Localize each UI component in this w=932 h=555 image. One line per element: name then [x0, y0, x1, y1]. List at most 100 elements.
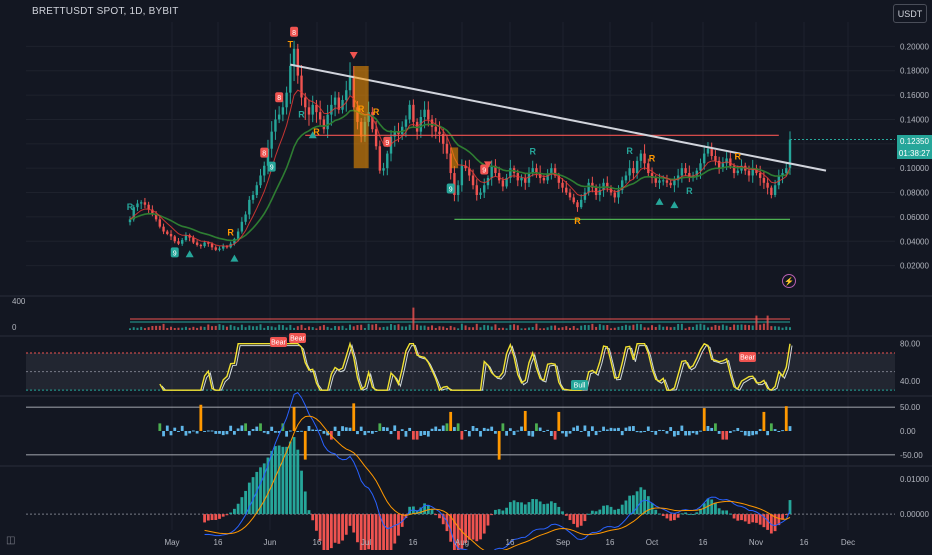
macd-histogram-bar: [669, 514, 673, 521]
volume-bar: [554, 325, 557, 330]
osc-bar: [370, 431, 374, 434]
volume-bar: [729, 326, 732, 330]
volume-bar: [759, 324, 762, 330]
candle-body: [251, 194, 255, 200]
volume-bar: [166, 327, 169, 330]
candle-body: [576, 202, 579, 208]
price-axis-label: 0.18000: [900, 67, 929, 76]
volume-bar: [307, 326, 310, 330]
osc-bar: [691, 431, 695, 434]
osc-bar: [702, 408, 706, 431]
candle-body: [579, 199, 583, 208]
osc-bar: [769, 423, 773, 431]
macd-histogram-bar: [370, 514, 374, 552]
macd-pane[interactable]: [26, 391, 895, 555]
candle-body: [210, 243, 214, 248]
osc-bar: [624, 427, 628, 431]
osc-bar: [728, 431, 732, 433]
volume-bar: [744, 324, 747, 330]
osc-bar: [613, 428, 617, 431]
tradingview-logo-icon[interactable]: ◫: [6, 535, 16, 546]
candle-body: [169, 233, 173, 237]
candle-body: [289, 65, 292, 93]
osc-bar: [781, 430, 784, 432]
signal-label: R: [373, 107, 380, 117]
volume-bar: [319, 326, 322, 330]
candle-body: [781, 173, 784, 176]
time-axis-label: Oct: [646, 538, 659, 547]
candle-body: [621, 180, 624, 191]
macd-histogram-bar: [572, 514, 576, 524]
candle-body: [669, 182, 672, 186]
volume-bar: [527, 327, 530, 330]
volume-bar: [621, 325, 624, 330]
volume-bar: [610, 328, 613, 330]
macd-histogram-bar: [769, 514, 773, 534]
volume-bar: [572, 326, 575, 330]
rsi-pane[interactable]: Bear Bear Bull Bear: [26, 333, 895, 392]
volume-bar: [677, 323, 680, 330]
candle-body: [699, 163, 702, 171]
macd-histogram-bar: [594, 511, 598, 515]
candle-body: [371, 112, 374, 130]
macd-histogram-bar: [329, 514, 333, 549]
volume-bar: [472, 327, 475, 330]
osc-bar: [687, 431, 691, 436]
candle-body: [203, 242, 206, 247]
volume-bar: [431, 325, 434, 330]
volume-bar: [598, 324, 601, 330]
volume-bar: [699, 323, 702, 330]
candle-body: [374, 129, 378, 147]
candle-body: [341, 99, 344, 110]
volume-bar: [565, 326, 568, 330]
volume-bar: [330, 328, 333, 330]
macd-histogram-bar: [721, 510, 725, 515]
candle-body: [617, 190, 620, 198]
candle-body: [706, 148, 710, 154]
volume-bar: [490, 326, 493, 330]
macd-histogram-bar: [658, 513, 661, 515]
rsi-signal-badge: [289, 333, 306, 343]
volume-bar: [587, 325, 590, 330]
lightning-icon[interactable]: ⚡: [782, 274, 796, 288]
volume-bar: [225, 326, 228, 330]
volume-bar: [393, 325, 396, 330]
symbol-title[interactable]: BRETTUSDT SPOT, 1D, BYBIT: [32, 6, 179, 17]
sequence-badge: [446, 183, 455, 194]
volume-bar: [360, 324, 363, 330]
candle-body: [292, 48, 296, 66]
last-price-tag: 0.12350: [897, 135, 932, 147]
macd-histogram-bar: [747, 514, 751, 524]
volume-bar: [162, 323, 165, 330]
signal-line: [204, 415, 791, 553]
volume-bar: [569, 327, 571, 330]
volume-pane[interactable]: [129, 307, 791, 330]
oscillator-pane[interactable]: [26, 403, 895, 460]
volume-bar: [613, 327, 616, 330]
candle-body: [665, 180, 669, 183]
osc-bar: [751, 431, 755, 436]
macd-histogram-bar: [333, 514, 337, 543]
macd-histogram-bar: [385, 514, 389, 555]
volume-bar: [550, 325, 553, 330]
macd-histogram-bar: [389, 514, 393, 555]
macd-histogram-bar: [777, 514, 781, 526]
currency-button[interactable]: USDT: [893, 4, 927, 23]
macd-histogram-bar: [311, 514, 315, 521]
candle-body: [770, 187, 773, 195]
candle-body: [181, 240, 184, 244]
macd-histogram-bar: [516, 502, 520, 515]
osc-bar: [389, 431, 393, 435]
macd-histogram-bar: [322, 514, 326, 552]
macd-histogram-bar: [531, 499, 535, 515]
volume-bar: [561, 327, 564, 330]
volume-bar: [237, 327, 240, 330]
volume-bar: [580, 325, 583, 330]
buy-triangle: [670, 201, 679, 209]
rsi-signal-text: Bear: [271, 340, 286, 347]
candle-body: [688, 173, 691, 178]
osc-bar: [259, 423, 262, 431]
macd-histogram-bar: [221, 514, 225, 517]
